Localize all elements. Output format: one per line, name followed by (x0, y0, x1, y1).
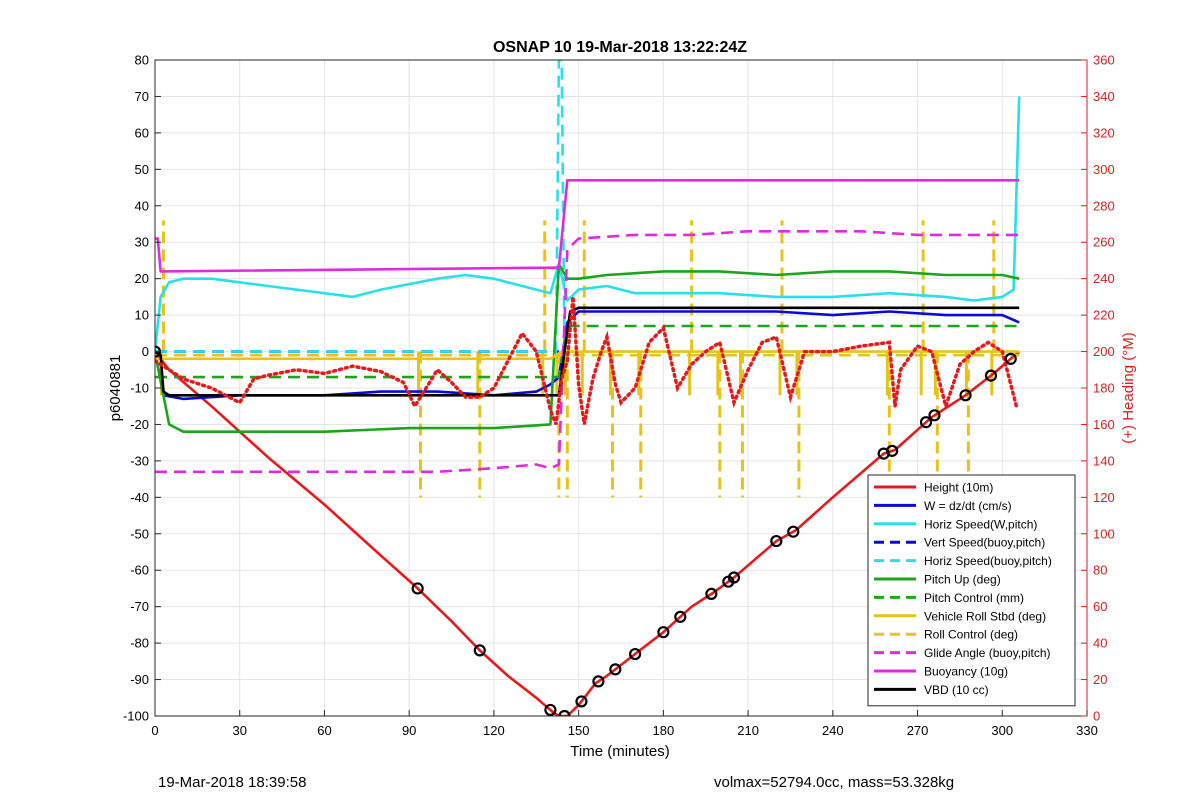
legend-label: W = dz/dt (cm/s) (924, 499, 1012, 513)
legend-label: VBD (10 cc) (924, 683, 989, 697)
y-tick-label: -90 (130, 672, 149, 687)
x-tick-label: 150 (568, 723, 590, 738)
x-tick-label: 300 (991, 723, 1013, 738)
height-marker (1004, 352, 1017, 365)
y2-tick-label: 220 (1093, 308, 1115, 323)
y2-tick-label: 240 (1093, 271, 1115, 286)
series-line-4 (155, 60, 566, 353)
chart: OSNAP 10 19-Mar-2018 13:22:24Z Time (min… (107, 39, 1137, 760)
y-tick-label: 10 (135, 308, 149, 323)
x-tick-label: 120 (483, 723, 505, 738)
chart-title: OSNAP 10 19-Mar-2018 13:22:24Z (493, 39, 747, 56)
legend-box (867, 474, 1076, 707)
y-tick-label: 0 (142, 344, 149, 359)
legend-label: Horiz Speed(W,pitch) (924, 517, 1037, 531)
y-tick-label: -40 (130, 490, 149, 505)
height-marker (657, 626, 670, 639)
legend-label: Height (10m) (924, 481, 993, 495)
x-tick-label: 270 (907, 723, 929, 738)
x-tick-label: 60 (317, 723, 331, 738)
height-marker (727, 571, 741, 584)
height-marker (770, 534, 783, 548)
x-tick-label: 330 (1076, 723, 1098, 738)
series-line-5 (155, 262, 1020, 434)
y2-tick-label: 340 (1093, 89, 1115, 104)
x-tick-label: 30 (232, 723, 246, 738)
y2-tick-label: 100 (1093, 526, 1115, 541)
y2-tick-label: 20 (1093, 672, 1107, 687)
plot-series (155, 60, 1021, 716)
y2-tick-label: 40 (1093, 636, 1107, 651)
x-tick-label: 210 (737, 723, 759, 738)
y-tick-label: -10 (130, 381, 149, 396)
y-tick-label: -20 (130, 417, 149, 432)
y-tick-label: -70 (130, 599, 149, 614)
height-marker (575, 695, 588, 708)
legend-label: Buoyancy (10g) (924, 665, 1008, 679)
height-marker (928, 409, 941, 422)
height-marker (544, 703, 557, 716)
legend: Height (10m) W = dz/dt (cm/s) Horiz Speed(… (867, 474, 1076, 707)
y2-tick-label: 80 (1093, 563, 1107, 578)
height-marker (919, 416, 933, 429)
height-marker (609, 663, 622, 676)
legend-label: Glide Angle (buoy,pitch) (924, 646, 1051, 660)
y2-tick-label: 260 (1093, 235, 1115, 250)
y-tick-label: 20 (135, 271, 149, 286)
height-marker (592, 675, 605, 688)
y-tick-label: 50 (135, 162, 149, 177)
legend-label: Horiz Speed(buoy,pitch) (924, 554, 1052, 568)
y-tick-label: -30 (130, 453, 149, 468)
y-tick-label: -80 (130, 636, 149, 651)
series-line-0 (155, 350, 1021, 716)
y-tick-label: -60 (130, 563, 149, 578)
height-marker (674, 610, 687, 623)
x-tick-label: 180 (653, 723, 675, 738)
y2-tick-label: 200 (1093, 344, 1115, 359)
y2-tick-label: 300 (1093, 162, 1115, 177)
legend-label: Vert Speed(buoy,pitch) (924, 536, 1045, 550)
footer-volmax-mass: volmax=52794.0cc, mass=53.328kg (714, 774, 955, 791)
x-tick-label: 240 (822, 723, 844, 738)
height-marker (959, 389, 972, 402)
y2-tick-label: 60 (1093, 599, 1107, 614)
height-marker (558, 709, 571, 716)
y2-tick-label: 280 (1093, 198, 1115, 213)
y2-tick-label: 360 (1093, 53, 1115, 68)
legend-label: Vehicle Roll Stbd (deg) (924, 609, 1046, 623)
x-tick-label: 90 (402, 723, 416, 738)
x-tick-label: 0 (151, 723, 158, 738)
height-marker (705, 587, 718, 601)
series-line-11 (155, 306, 1020, 397)
y-tick-label: 40 (135, 198, 149, 213)
y2-axis-label: (+) Heading (°M) (1120, 332, 1137, 443)
y-tick-label: -100 (123, 709, 149, 724)
y-tick-label: 60 (135, 125, 149, 140)
footer-timestamp: 19-Mar-2018 18:39:58 (158, 774, 307, 791)
y-tick-label: 80 (135, 53, 149, 68)
height-marker (411, 582, 424, 595)
x-axis-label: Time (minutes) (570, 743, 669, 760)
y-tick-label: 70 (135, 89, 149, 104)
legend-label: Pitch Up (deg) (924, 573, 1001, 587)
height-marker (629, 647, 642, 661)
y-tick-label: 30 (135, 235, 149, 250)
height-marker (473, 644, 486, 657)
height-marker (886, 444, 899, 457)
y2-tick-label: 140 (1093, 453, 1115, 468)
heading-line (155, 296, 1019, 426)
y2-tick-label: 120 (1093, 490, 1115, 505)
y-tick-label: -50 (130, 526, 149, 541)
y2-tick-label: 320 (1093, 125, 1115, 140)
height-marker (984, 369, 998, 382)
legend-label: Roll Control (deg) (924, 628, 1018, 642)
y2-tick-label: 160 (1093, 417, 1115, 432)
y2-tick-label: 0 (1093, 709, 1100, 724)
y-axis-label: p6040881 (107, 355, 124, 422)
y2-tick-label: 180 (1093, 381, 1115, 396)
series-line-10 (155, 179, 1020, 273)
height-marker (787, 525, 800, 538)
legend-label: Pitch Control (mm) (924, 591, 1024, 605)
